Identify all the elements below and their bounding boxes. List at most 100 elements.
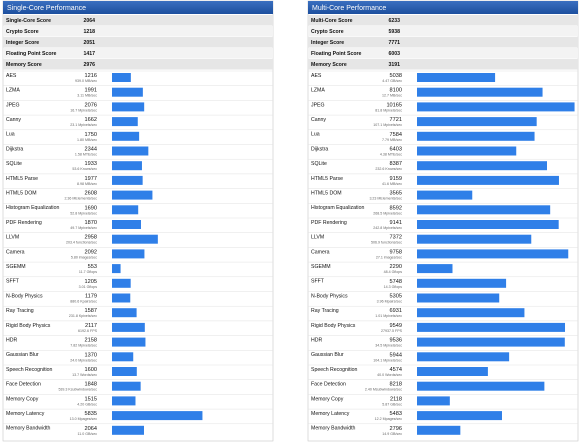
summary-row (308, 59, 578, 70)
test-name: SQLite (6, 161, 22, 167)
test-score: 1690 (85, 205, 97, 211)
test-name: Memory Copy (6, 396, 39, 402)
test-score: 1870 (85, 220, 97, 226)
score-bar (417, 396, 450, 406)
test-name: PDF Rendering (311, 220, 347, 226)
score-bar (417, 220, 559, 229)
test-score: 1179 (85, 293, 97, 299)
score-bar (417, 249, 569, 259)
summary-row (308, 26, 578, 37)
test-detail: 40.0 Words/sec (377, 373, 402, 377)
score-bar (417, 425, 461, 435)
score-bar (112, 264, 121, 274)
test-detail: 7.82 Mpixels/sec (70, 344, 97, 348)
summary-value: 3191 (388, 62, 400, 68)
test-detail: 5.80 images/sec (71, 255, 97, 259)
test-name: Lua (6, 132, 15, 138)
panel-title: Single-Core Performance (7, 5, 86, 12)
summary-value: 7771 (388, 40, 400, 46)
summary-row (308, 37, 578, 48)
test-score: 2796 (390, 426, 402, 432)
summary-label: Memory Score (6, 62, 42, 68)
score-bar (417, 293, 500, 303)
test-detail: 3.23 MElements/sec (369, 197, 402, 201)
test-detail: 14.9 GB/sec (382, 432, 402, 436)
test-score: 5748 (390, 279, 402, 285)
test-detail: 11.7 Gflops (79, 270, 97, 274)
score-bar (417, 73, 496, 82)
score-bar (417, 117, 537, 127)
test-score: 5305 (390, 293, 402, 299)
test-detail: 27937.5 FPS (381, 329, 403, 333)
score-bar (417, 322, 566, 332)
test-detail: 1.80 MB/sec (77, 138, 97, 142)
summary-label: Floating Point Score (311, 51, 362, 57)
summary-label: Floating Point Score (6, 51, 57, 57)
test-score: 2158 (85, 338, 97, 344)
score-bar (417, 146, 517, 156)
score-bar (417, 190, 473, 200)
test-score: 9549 (390, 323, 402, 329)
test-name: LLVM (6, 235, 19, 241)
score-bar (112, 87, 143, 97)
summary-label: Integer Score (6, 40, 39, 46)
score-bar (112, 131, 140, 141)
test-detail: 24.0 Mpixels/sec (70, 358, 97, 362)
test-detail: 3.01 Gflops (79, 285, 98, 289)
score-bar (417, 205, 551, 215)
test-score: 2608 (85, 191, 97, 197)
test-detail: 506.9 functions/sec (371, 241, 402, 245)
test-score: 2344 (85, 146, 97, 152)
test-score: 5483 (390, 411, 402, 417)
test-name: HDR (311, 337, 322, 343)
test-name: Memory Bandwidth (6, 426, 51, 432)
test-detail: 13.0 Mpages/sec (70, 417, 98, 421)
panel-header (308, 1, 578, 14)
summary-label: Crypto Score (6, 29, 39, 35)
test-name: Memory Latency (311, 411, 350, 417)
score-bar (112, 117, 138, 127)
test-name: LLVM (311, 235, 324, 241)
score-bar (417, 161, 547, 171)
summary-row (308, 48, 578, 59)
summary-value: 1417 (83, 51, 95, 57)
test-score: 1933 (85, 161, 97, 167)
test-score: 1991 (85, 88, 97, 94)
test-score: 2290 (390, 264, 402, 270)
score-bar (112, 337, 146, 347)
test-name: Ray Tracing (6, 308, 34, 314)
test-name: Histogram Equalization (6, 205, 59, 211)
test-score: 4574 (390, 367, 402, 373)
summary-label: Integer Score (311, 40, 344, 46)
test-detail: 12.2 Mpages/sec (375, 417, 403, 421)
test-detail: 2.40 Msubwindows/sec (365, 388, 402, 392)
score-bar (112, 234, 158, 244)
score-bar (112, 322, 145, 332)
summary-value: 2976 (83, 62, 95, 68)
test-score: 1587 (85, 308, 97, 314)
test-score: 1205 (85, 279, 97, 285)
test-detail: 880.6 Kpairs/sec (70, 299, 97, 303)
test-detail: 8.98 MB/sec (77, 182, 97, 186)
score-bar (112, 411, 203, 421)
score-bar (417, 234, 532, 244)
test-name: LZMA (6, 88, 20, 94)
test-score: 1848 (85, 382, 97, 388)
test-detail: 104.1 Mpixels/sec (373, 358, 402, 362)
summary-row (3, 37, 273, 48)
test-detail: 16.7 Mpixels/sec (70, 108, 97, 112)
test-name: PDF Rendering (6, 220, 42, 226)
test-score: 5038 (390, 73, 402, 79)
test-name: Canny (311, 117, 326, 123)
test-name: Gaussian Blur (311, 352, 344, 358)
test-detail: 539.3 Ksubwindows/sec (58, 388, 97, 392)
test-detail: 49.7 Mpixels/sec (70, 226, 97, 230)
test-detail: 27.1 images/sec (376, 255, 402, 259)
test-name: Speech Recognition (311, 367, 358, 373)
test-score: 1662 (85, 117, 97, 123)
test-name: SGEMM (311, 264, 331, 270)
test-score: 2076 (85, 102, 97, 108)
score-bar (417, 102, 575, 112)
test-detail: 268.5 Mpixels/sec (373, 211, 402, 215)
test-name: Memory Latency (6, 411, 45, 417)
